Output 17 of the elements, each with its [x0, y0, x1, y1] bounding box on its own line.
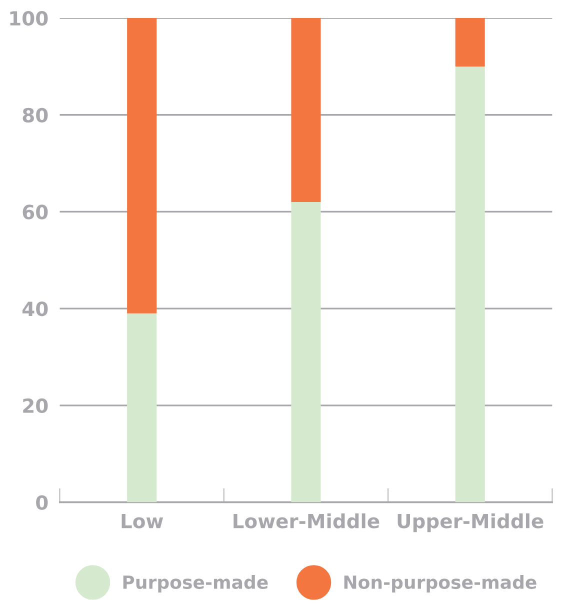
x-tick-label: Upper-Middle [398, 513, 544, 532]
y-tick-label: 80 [22, 108, 48, 123]
x-tick-label: Low [122, 514, 164, 528]
x-tick-label: Lower-Middle [234, 513, 380, 528]
y-tick-label: 100 [10, 10, 48, 26]
legend-label: Purpose-made [123, 575, 268, 593]
y-tick-label: 60 [22, 204, 48, 220]
y-tick-label: 20 [23, 398, 48, 414]
bar [455, 66, 485, 502]
y-tick-label: 40 [22, 302, 48, 316]
bar [127, 18, 157, 314]
bar [127, 313, 157, 502]
legend-label: Non-purpose-made [344, 575, 536, 593]
bar [291, 18, 321, 202]
y-tick-label: 0 [36, 495, 48, 510]
bar [455, 18, 485, 66]
bar [291, 202, 321, 502]
